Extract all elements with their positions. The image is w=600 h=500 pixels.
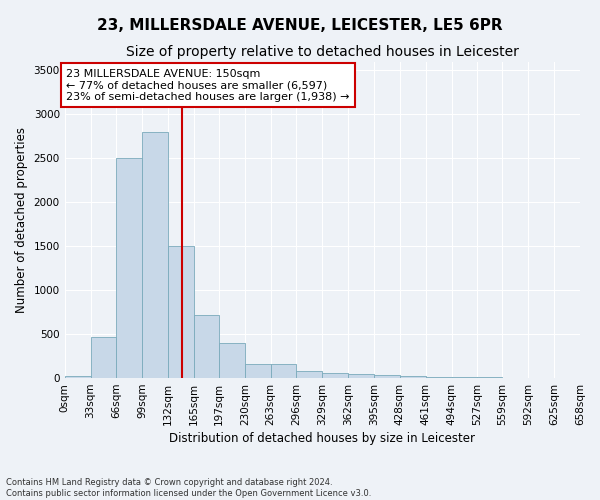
Bar bbox=[219, 343, 245, 378]
Bar bbox=[168, 246, 194, 378]
Bar bbox=[65, 376, 91, 378]
Bar bbox=[296, 371, 322, 378]
Bar bbox=[91, 336, 116, 378]
Bar bbox=[426, 377, 452, 378]
Text: Contains HM Land Registry data © Crown copyright and database right 2024.
Contai: Contains HM Land Registry data © Crown c… bbox=[6, 478, 371, 498]
Bar bbox=[374, 374, 400, 378]
Text: 23, MILLERSDALE AVENUE, LEICESTER, LE5 6PR: 23, MILLERSDALE AVENUE, LEICESTER, LE5 6… bbox=[97, 18, 503, 32]
Bar bbox=[271, 364, 296, 378]
Y-axis label: Number of detached properties: Number of detached properties bbox=[15, 127, 28, 313]
Bar bbox=[245, 364, 271, 378]
Text: 23 MILLERSDALE AVENUE: 150sqm
← 77% of detached houses are smaller (6,597)
23% o: 23 MILLERSDALE AVENUE: 150sqm ← 77% of d… bbox=[66, 68, 350, 102]
Bar bbox=[348, 374, 374, 378]
Bar bbox=[194, 315, 219, 378]
Bar bbox=[452, 377, 478, 378]
Bar bbox=[116, 158, 142, 378]
Bar bbox=[142, 132, 168, 378]
Title: Size of property relative to detached houses in Leicester: Size of property relative to detached ho… bbox=[126, 45, 519, 59]
Bar bbox=[400, 376, 426, 378]
Bar bbox=[322, 373, 348, 378]
X-axis label: Distribution of detached houses by size in Leicester: Distribution of detached houses by size … bbox=[169, 432, 475, 445]
